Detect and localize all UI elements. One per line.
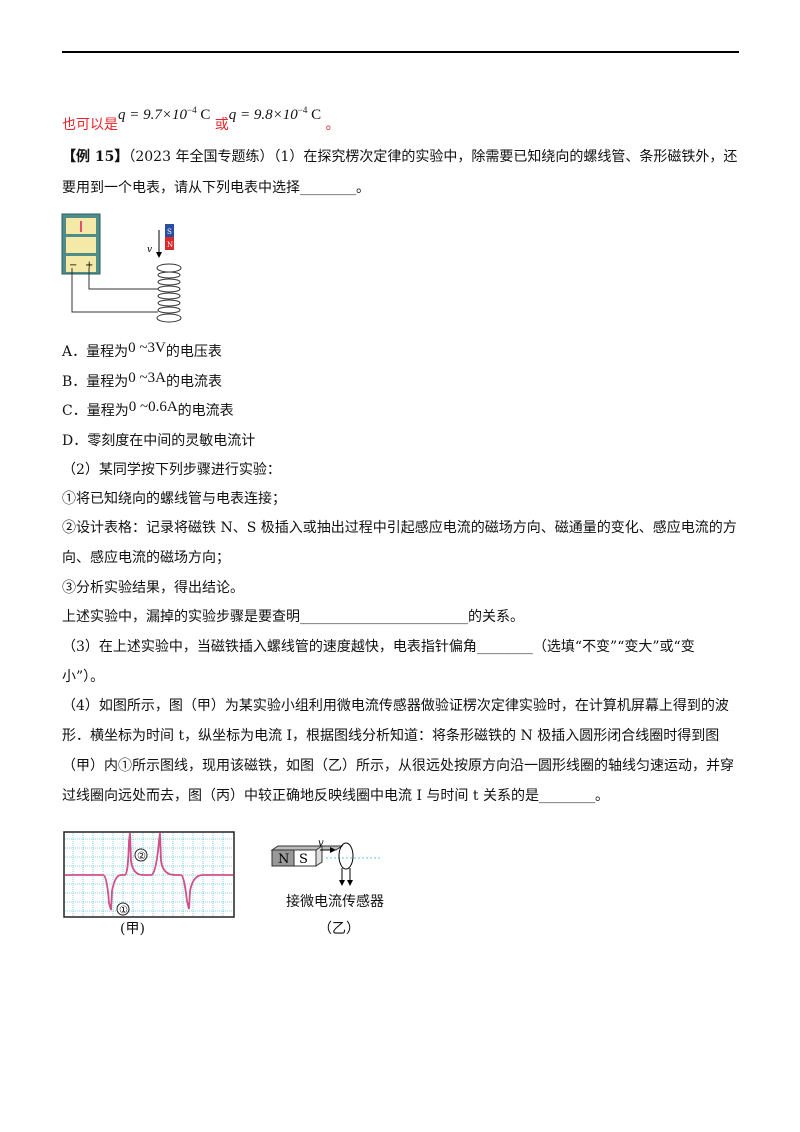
part4-line3: （甲）内①所示图线，现用该磁铁，如图（乙）所示，从很远处按原方向沿一圆形线圈的轴…: [62, 758, 734, 774]
part2-step2: ②设计表格：记录将磁铁 N、S 极插入或抽出过程中引起感应电流的磁场方向、磁通量…: [62, 520, 737, 536]
svg-text:①: ①: [119, 905, 128, 916]
part2-question: 上述实验中，漏掉的实验步骤是要查明_______________________…: [62, 609, 524, 625]
answer-prefix: 也可以是: [62, 117, 118, 133]
waveform-line: [65, 832, 233, 911]
part4-line1: （4）如图所示，图（甲）为某实验小组利用微电流传感器做验证楞次定律实验时，在计算…: [62, 698, 729, 714]
svg-text:v: v: [147, 245, 152, 255]
formula-q1: q = 9.7×10−4 C: [118, 105, 211, 123]
part2-intro: （2）某同学按下列步骤进行实验：: [62, 462, 281, 478]
option-a: A．量程为0 ~3V的电压表: [62, 340, 222, 360]
part3-line2: 小”）。: [62, 669, 105, 685]
sensor-label: 接微电流传感器: [286, 894, 384, 910]
caption-yi: （乙）: [318, 921, 360, 937]
svg-text:②: ②: [137, 851, 146, 862]
option-d: D．零刻度在中间的灵敏电流计: [62, 433, 256, 449]
svg-text:−: −: [69, 260, 77, 271]
example-line-2: 要用到一个电表，请从下列电表中选择________。: [62, 180, 370, 196]
waveform-figure-jia: ② ①: [63, 831, 235, 918]
svg-text:v: v: [318, 838, 324, 849]
part2-step2-cont: 向、感应电流的磁场方向；: [62, 550, 230, 566]
part4-line2: 形．横坐标为时间 t，纵坐标为电流 I，根据图线分析知道：将条形磁铁的 N 极插…: [62, 728, 720, 744]
answer-or: 或: [214, 117, 229, 133]
header-rule: [62, 51, 739, 53]
caption-jia: (甲): [120, 921, 145, 937]
svg-text:S: S: [299, 852, 308, 867]
formula-q2: q = 9.8×10−4 C: [228, 105, 322, 123]
example-line-1: 【例 15】（2023 年全国专题练）（1）在探究楞次定律的实验中，除需要已知绕…: [62, 149, 738, 165]
svg-text:N: N: [278, 852, 289, 867]
part3-line1: （3）在上述实验中，当磁铁插入螺线管的速度越快，电表指针偏角________（选…: [62, 639, 695, 655]
svg-text:+: +: [85, 260, 93, 271]
meter-solenoid-figure: − + SN v: [61, 213, 182, 323]
part4-line4: 过线圈向远处而去，图（丙）中较正确地反映线圈中电流 I 与时间 t 关系的是__…: [62, 788, 609, 804]
option-b: B．量程为0 ~3A的电流表: [62, 370, 222, 390]
option-c: C．量程为0 ~0.6A的电流表: [62, 399, 234, 419]
part2-step3: ③分析实验结果，得出结论。: [62, 580, 244, 596]
part2-step1: ①将已知绕向的螺线管与电表连接；: [62, 491, 286, 507]
svg-text:N: N: [167, 241, 173, 249]
svg-text:S: S: [167, 228, 172, 236]
answer-line: 也可以是q = 9.7×10−4 C 或q = 9.8×10−4 C 。: [62, 105, 340, 133]
